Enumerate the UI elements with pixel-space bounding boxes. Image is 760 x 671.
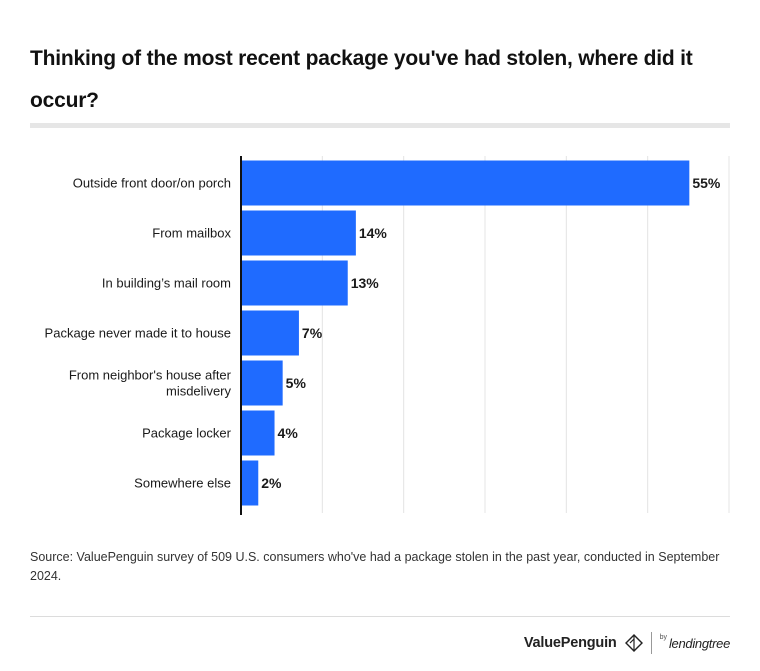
category-label-line: Somewhere else <box>134 476 231 491</box>
category-labels: Outside front door/on porch From mailbox I… <box>45 176 232 491</box>
valuepenguin-logo-text: ValuePenguin <box>523 635 617 651</box>
brand-by-text: by <box>659 634 667 641</box>
value-label: 4% <box>278 425 299 441</box>
bar <box>242 310 299 356</box>
category-label: From neighbor's house after misdelivery <box>69 368 232 399</box>
bars <box>242 160 690 506</box>
category-label: Somewhere else <box>134 476 231 491</box>
bar-chart: Outside front door/on porch From mailbox I… <box>45 156 730 515</box>
category-label: Outside front door/on porch <box>73 176 231 191</box>
value-label: 2% <box>261 475 282 491</box>
title-divider <box>30 123 730 128</box>
category-label-line: Package never made it to house <box>45 326 231 341</box>
category-label: From mailbox <box>152 226 231 241</box>
category-label-line: Outside front door/on porch <box>73 176 231 191</box>
value-label: 7% <box>302 325 323 341</box>
brand-footer: ValuePenguin by lendingtree <box>524 632 730 654</box>
value-label: 13% <box>351 275 380 291</box>
bar <box>242 360 283 406</box>
category-label-line: Package locker <box>142 426 232 441</box>
source-note: Source: ValuePenguin survey of 509 U.S. … <box>30 550 720 583</box>
category-label: Package locker <box>142 426 232 441</box>
value-labels: 55% 14% 13% 7% 5% 4% 2% <box>261 175 721 491</box>
bar <box>242 160 690 206</box>
category-label-line: misdelivery <box>166 384 232 399</box>
value-label: 55% <box>692 175 721 191</box>
penguin-diamond-icon <box>624 634 643 652</box>
category-label: In building’s mail room <box>102 276 231 291</box>
lendingtree-logo-text: lendingtree <box>668 635 730 651</box>
chart-title: Thinking of the most recent package you'… <box>30 47 693 112</box>
brand-separator <box>650 632 652 654</box>
bar <box>242 260 348 306</box>
category-label-line: From neighbor's house after <box>69 368 232 383</box>
value-label: 14% <box>359 225 388 241</box>
category-label-line: From mailbox <box>152 226 231 241</box>
grid-lines <box>321 156 730 513</box>
bar <box>242 210 356 256</box>
value-label: 5% <box>286 375 307 391</box>
bar <box>242 410 275 456</box>
category-label-line: In building’s mail room <box>102 276 231 291</box>
category-label: Package never made it to house <box>45 326 231 341</box>
footer-divider <box>30 616 730 617</box>
bar <box>242 460 259 506</box>
